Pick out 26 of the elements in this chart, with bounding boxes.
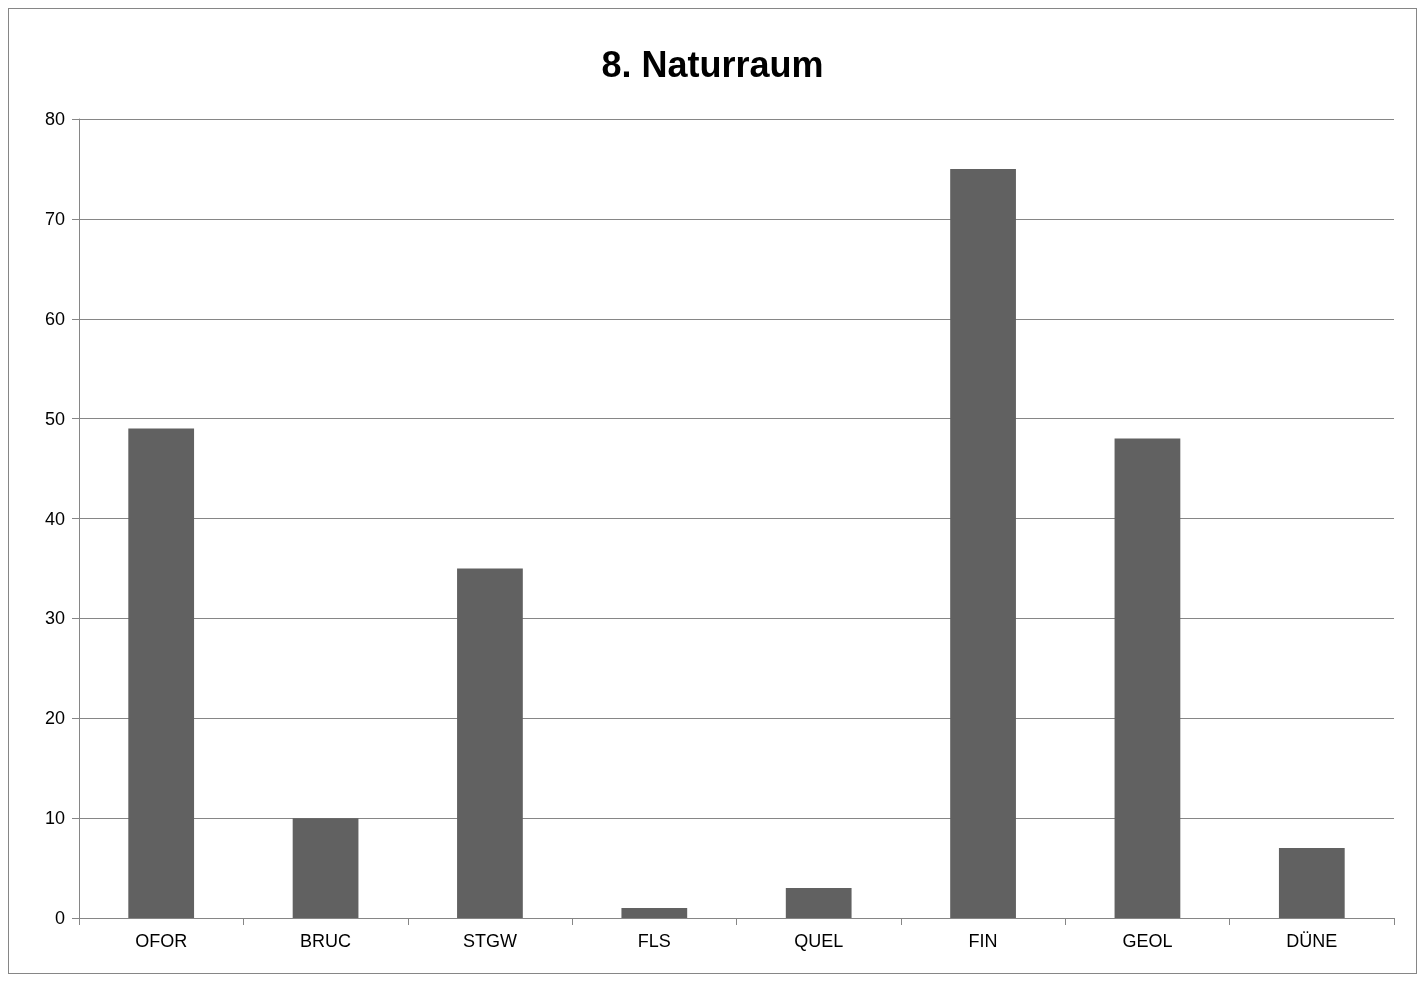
y-tick-label: 60 <box>44 308 65 329</box>
bar <box>1278 848 1345 918</box>
x-tick-label: DÜNE <box>1286 931 1338 951</box>
bar <box>621 908 688 918</box>
bar <box>128 428 195 918</box>
x-tick-label: GEOL <box>1122 931 1173 951</box>
chart-title: 8. Naturraum <box>601 43 824 85</box>
y-tick-label: 30 <box>44 608 65 629</box>
bar <box>292 818 359 918</box>
y-tick-label: 10 <box>44 808 65 829</box>
bar <box>950 168 1016 918</box>
x-tick-label: FIN <box>968 931 998 951</box>
y-tick-label: 40 <box>44 508 65 529</box>
bar <box>457 568 523 918</box>
y-tick-label: 50 <box>44 408 65 429</box>
bar <box>785 888 852 918</box>
x-tick-label: BRUC <box>300 931 352 951</box>
y-tick-label: 20 <box>44 708 65 729</box>
x-tick-label: OFOR <box>135 931 188 951</box>
bar <box>1114 438 1181 918</box>
y-tick-label: 70 <box>44 208 65 229</box>
x-tick-label: QUEL <box>794 931 844 951</box>
y-tick-label: 80 <box>44 109 65 129</box>
y-tick-label: 0 <box>54 908 65 928</box>
x-tick-label: FLS <box>637 931 671 951</box>
x-tick-label: STGW <box>462 931 517 951</box>
